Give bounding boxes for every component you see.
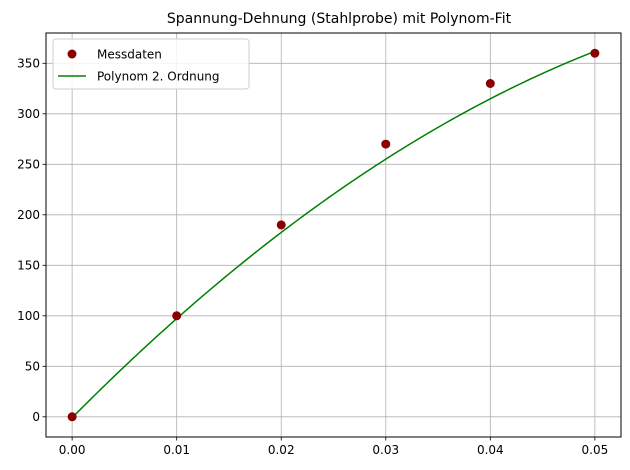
y-tick-label: 100 — [17, 309, 40, 323]
series-layer — [67, 48, 600, 422]
legend: Messdaten Polynom 2. Ordnung — [52, 38, 250, 90]
x-tick-label: 0.03 — [372, 443, 399, 457]
messdaten-point — [67, 412, 77, 422]
y-tick-label: 200 — [17, 208, 40, 222]
y-tick-label: 250 — [17, 158, 40, 172]
x-tick-label: 0.01 — [163, 443, 190, 457]
plot-frame — [45, 32, 622, 438]
y-tick-label: 350 — [17, 57, 40, 71]
x-tick-label: 0.05 — [582, 443, 609, 457]
y-tick-label: 150 — [17, 259, 40, 273]
x-tick-label: 0.04 — [477, 443, 504, 457]
legend-label: Messdaten — [97, 47, 162, 61]
axes: 0.00 0.01 0.02 0.03 0.04 0.05 0 50 100 150 200 250 3… — [17, 57, 608, 457]
grid — [46, 33, 621, 437]
x-tick-label: 0.00 — [59, 443, 86, 457]
legend-marker-messdaten — [67, 49, 77, 59]
legend-label: Polynom 2. Ordnung — [97, 69, 220, 83]
messdaten-point — [172, 311, 182, 321]
y-tick-label: 300 — [17, 107, 40, 121]
polynom-fit-line — [71, 50, 596, 419]
messdaten-point — [381, 139, 391, 149]
messdaten-point — [276, 220, 286, 230]
y-tick-label: 50 — [25, 360, 40, 374]
x-tick-label: 0.02 — [268, 443, 295, 457]
messdaten-point — [485, 79, 495, 88]
messdaten-point — [590, 48, 600, 58]
legend-box — [52, 38, 250, 90]
plot-area — [46, 33, 621, 437]
y-tick-label: 0 — [32, 410, 40, 424]
chart-title: Spannung-Dehnung (Stahlprobe) mit Polyno… — [167, 11, 512, 27]
